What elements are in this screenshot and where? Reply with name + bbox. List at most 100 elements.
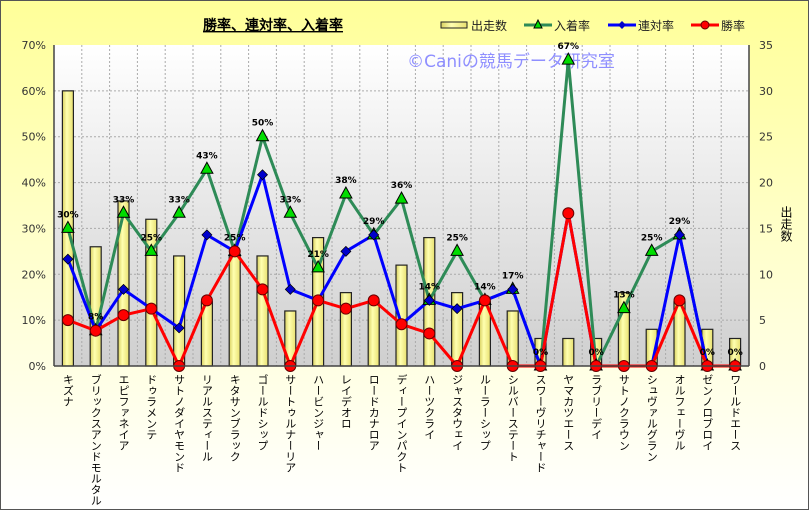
diamond-marker [201,229,213,241]
bar-出走数 [367,301,380,367]
x-tick-label: ドゥラメンテ [145,374,158,440]
circle-marker [256,283,269,296]
x-tick-label: リアルスティール [200,374,213,462]
diamond-marker [284,283,296,295]
x-tick-label: サトノダイヤモンド [173,374,186,473]
diamond-marker [340,245,352,257]
circle-marker [562,207,575,220]
data-label: 25% [446,233,468,243]
axes: 0% 10% 20% 30% 40% 50% 60% 70% 0 5 10 15 20 25 30 35 キズナ… [22,39,773,506]
x-tick-label: キズナ [61,374,74,407]
y-right-tick-label: 15 [759,222,773,235]
circle-marker [339,302,352,315]
circle-marker [61,314,74,327]
bar-出走数 [89,246,102,367]
legend-label: 勝率 [721,18,745,33]
y-right-tick-label: 35 [759,39,773,52]
diamond-marker [368,229,380,241]
circle-marker [89,324,102,337]
x-tick-label: ジャスタウェイ [451,374,464,451]
legend-diamond-icon [618,21,626,29]
data-label: 0% [588,348,603,358]
data-label: 38% [335,176,357,186]
chart-title: 勝率、連対率、入着率 [203,17,343,34]
diamond-marker [62,253,74,265]
data-label: 33% [168,195,190,205]
triangle-marker [450,243,464,256]
data-label: 0% [700,348,715,358]
triangle-marker [172,205,186,218]
triangle-marker [283,205,298,218]
legend-label: 入着率 [554,18,590,33]
circle-marker [423,327,436,340]
x-tick-label: サトノクラウン [617,374,630,451]
x-tick-label: ディープインパクト [395,373,408,473]
circle-marker [673,294,686,307]
gridlines [54,45,749,366]
y-right-label: 出走数 [779,206,793,243]
legend-swatch-bar [440,21,468,29]
y-left-tick-label: 50% [22,131,46,144]
x-tick-label: ゼンノロブロイ [701,374,714,451]
diamond-marker [423,294,435,306]
diamond-marker [257,169,268,181]
triangle-marker [116,205,131,218]
legend-label: 連対率 [638,18,674,33]
data-label: 43% [196,151,218,161]
y-right-tick-label: 25 [759,131,773,144]
x-tick-label: ヤマカツエース [562,374,575,451]
circle-marker [228,245,241,258]
x-tick-label: エピファネイア [117,374,130,451]
diamond-marker [118,283,129,295]
data-label: 21% [307,250,329,260]
y-left-tick-label: 30% [22,222,46,235]
triangle-marker [561,52,576,65]
legend-circle-icon [700,20,710,30]
triangle-marker [617,300,631,314]
x-tick-label: サートゥルナーリア [284,374,297,473]
x-tick-label: シルバーステート [506,374,519,462]
triangle-marker [644,243,659,256]
triangle-marker [144,243,159,256]
data-label: 14% [474,282,496,292]
watermark: ©Caniの競馬データ研究室 [407,51,615,72]
triangle-marker [339,185,353,199]
data-label: 25% [224,233,246,243]
diamond-marker [173,322,185,334]
circle-marker [312,294,325,307]
x-tick-label: ブリックスアンドモルタル [89,373,102,506]
data-label: 36% [391,181,413,191]
data-label: 8% [88,313,103,323]
x-tick-label: ハービンジャー [312,374,325,451]
triangle-marker [61,220,75,233]
y-right-tick-label: 5 [759,314,766,327]
diamond-marker [507,283,519,295]
data-label: 33% [280,195,302,205]
triangle-marker [255,128,270,142]
x-tick-label: ハーツクライ [423,374,436,440]
data-label: 25% [141,233,163,243]
y-left-tick-label: 10% [22,314,46,327]
bar-出走数 [562,337,575,367]
y-right-tick-label: 0 [759,360,766,373]
data-label: 33% [113,195,135,205]
x-tick-label: ゴールドシップ [256,373,269,451]
legend: 出走数 入着率 連対率 勝率 [440,18,745,33]
x-tick-label: ワールドエース [729,374,742,451]
diamond-marker [674,229,685,241]
y-left-tick-label: 60% [22,85,46,98]
triangle-marker [200,161,214,174]
x-tick-label: ルーラーシップ [478,374,491,451]
circle-marker [200,294,213,307]
triangle-marker [394,191,409,204]
y-right-tick-label: 20 [759,177,773,190]
circle-marker [478,294,491,307]
data-label: 0% [533,348,548,358]
x-tick-label: レイデオロ [339,374,352,429]
x-tick-label: オルフェーヴル [673,374,686,451]
diamond-marker [451,303,463,315]
y-left-tick-label: 70% [22,39,46,52]
y-right-tick-label: 10 [759,268,773,281]
